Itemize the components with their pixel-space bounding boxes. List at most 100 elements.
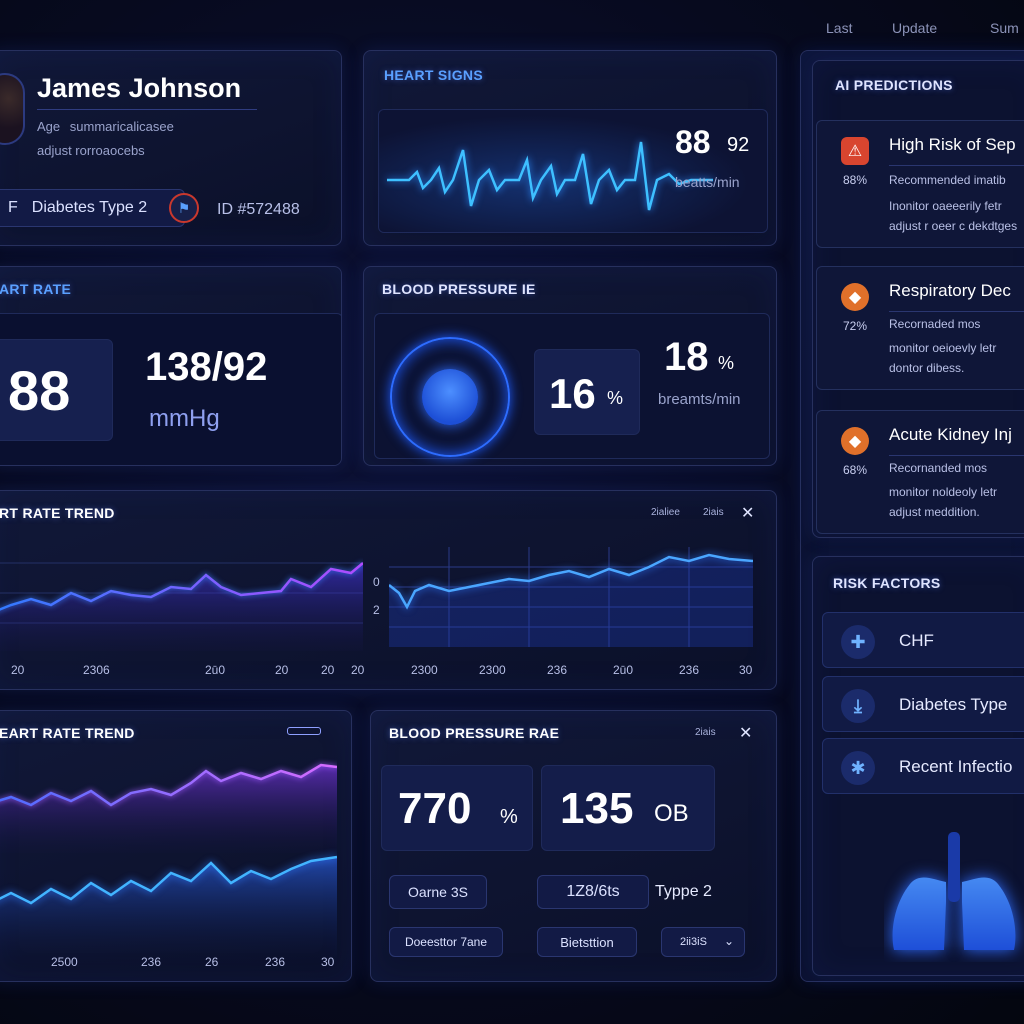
resp-unit: breamts/min <box>658 391 741 408</box>
close-icon[interactable]: ✕ <box>739 725 753 742</box>
prediction-line: Recommended imatib <box>889 173 1006 187</box>
percent-value: 16 <box>549 370 596 417</box>
bp-rate-title: BLOOD PRESSURE RAE <box>389 725 560 741</box>
axis-label: 2500 <box>51 955 78 969</box>
heart-rate-panel: ART RATE 88 138/92 mmHg <box>0 266 342 466</box>
rate-trend-panel: RT RATE TREND 2ialiee 2iais ✕ 20 2306 2ū… <box>0 490 777 690</box>
ecg-waveform <box>387 141 713 211</box>
axis-tick: 0 <box>373 575 380 589</box>
prediction-line: adjust r oeer c dekdtges <box>889 219 1018 233</box>
percent-box: 16 % <box>534 349 640 435</box>
lungs-icon <box>892 832 1016 950</box>
expand-icon[interactable] <box>287 727 321 735</box>
stat1-value: 770 <box>398 784 472 833</box>
prediction-line: monitor oeioevly letr <box>889 341 997 355</box>
axis-tick: 2 <box>373 603 380 617</box>
axis-label: 26 <box>205 955 219 969</box>
right-trend-chart <box>389 547 753 647</box>
heart-signs-panel: HEART SIGNS 88 92 beatts/min <box>363 50 777 246</box>
dropdown-label: 2ii3iS <box>680 936 707 948</box>
rate-trend-title: RT RATE TREND <box>0 505 115 521</box>
stat1-box: 770 % <box>381 765 533 851</box>
ecg-box: 88 92 beatts/min <box>378 109 768 233</box>
trend-control-2[interactable]: 2iais <box>703 507 724 518</box>
dual-trend-chart <box>0 763 337 963</box>
risk-factor-item[interactable]: ✱ Recent Infectio <box>822 738 1024 794</box>
top-link-update[interactable]: Update <box>892 20 938 36</box>
close-icon[interactable]: ✕ <box>741 505 755 522</box>
patient-card: James Johnson Age summaricalicasee adjus… <box>0 50 342 246</box>
prediction-percent: 72% <box>843 319 868 333</box>
lung-gauge-icon <box>390 337 510 457</box>
chip-2[interactable]: 1Z8/6ts <box>537 875 649 909</box>
prediction-card[interactable]: ⚠ High Risk of Sep 88% Recommended imati… <box>816 120 1024 248</box>
adjust-line: adjust rorroaocebs <box>37 143 145 158</box>
axis-label: 2300 <box>411 663 438 677</box>
heart-figure-icon: ✚ <box>841 625 875 659</box>
axis-label: 20 <box>275 663 289 677</box>
bp-unit: mmHg <box>149 405 220 432</box>
axis-label: 30 <box>321 955 335 969</box>
risk-factor-item[interactable]: ⤓ Diabetes Type <box>822 676 1024 732</box>
risk-factor-label: CHF <box>899 631 934 650</box>
condition-label: Diabetes Type 2 <box>31 199 148 216</box>
stat1-unit: % <box>500 806 518 828</box>
heart-rate-trend-panel: EART RATE TREND 2500 236 26 236 30 <box>0 710 352 982</box>
heart-rate-value: 88 <box>8 359 71 422</box>
axis-label: 236 <box>141 955 162 969</box>
risk-factors-title: RISK FACTORS <box>833 575 941 591</box>
divider <box>889 455 1024 456</box>
age-label: Age <box>37 119 61 134</box>
bp-rate-panel: BLOOD PRESSURE RAE 2iais ✕ 770 % 135 OB … <box>370 710 777 982</box>
top-link-last[interactable]: Last <box>826 20 853 36</box>
condition-chip[interactable]: F Diabetes Type 2 <box>0 189 185 227</box>
age-value: summaricalicasee <box>69 119 174 134</box>
axis-label: 20 <box>351 663 365 677</box>
axis-label: 2ū0 <box>613 663 634 677</box>
dropdown[interactable]: 2ii3iS ⌄ <box>661 927 745 957</box>
divider <box>37 109 257 110</box>
prediction-line: Recornanded mos <box>889 461 988 475</box>
condition-prefix: F <box>8 199 18 216</box>
blood-pressure-title: BLOOD PRESSURE IE <box>382 281 536 297</box>
prediction-card[interactable]: ◆ Respiratory Dec 72% Recornaded mos mon… <box>816 266 1024 390</box>
avatar <box>0 73 25 145</box>
prediction-line: Recornaded mos <box>889 317 981 331</box>
divider <box>889 165 1024 166</box>
heart-rate-value-box: 88 <box>0 339 113 441</box>
divider <box>889 311 1024 312</box>
chip-4[interactable]: Bietsttion <box>537 927 637 957</box>
bp-rate-control[interactable]: 2iais <box>695 727 716 738</box>
axis-label: 20 <box>11 663 25 677</box>
prediction-title: High Risk of Sep <box>889 135 1016 154</box>
axis-label: 236 <box>265 955 286 969</box>
alert-icon[interactable]: ⚑ <box>169 193 199 223</box>
warning-icon: ◆ <box>841 283 869 311</box>
heart-signs-value2: 92 <box>727 134 750 156</box>
risk-factor-label: Recent Infectio <box>899 757 1013 776</box>
age-line: Age summaricalicasee <box>37 119 174 134</box>
pin-icon: ✱ <box>841 751 875 785</box>
risk-factor-item[interactable]: ✚ CHF <box>822 612 1024 668</box>
prediction-percent: 68% <box>843 463 868 477</box>
heart-rate-trend-title: EART RATE TREND <box>0 725 135 741</box>
axis-label: 20 <box>321 663 335 677</box>
patient-name: James Johnson <box>37 73 242 103</box>
percent-unit: % <box>607 388 624 408</box>
stat2-unit: OB <box>654 800 689 827</box>
prediction-line: monitor noldeoly letr <box>889 485 998 499</box>
resp-value: 18 <box>664 335 709 379</box>
chip-3[interactable]: Doeesttor 7ane <box>389 927 503 957</box>
axis-label: 2ū0 <box>205 663 226 677</box>
top-link-summary[interactable]: Sum <box>990 20 1019 36</box>
prediction-card[interactable]: ◆ Acute Kidney Inj 68% Recornanded mos m… <box>816 410 1024 534</box>
ai-predictions-title: AI PREDICTIONS <box>835 77 953 93</box>
chip-1[interactable]: Oarne 3S <box>389 875 487 909</box>
axis-label: 236 <box>547 663 568 677</box>
trend-control-1[interactable]: 2ialiee <box>651 507 680 518</box>
chevron-down-icon: ⌄ <box>723 934 734 948</box>
prediction-percent: 88% <box>843 173 868 187</box>
axis-label: 236 <box>679 663 700 677</box>
risk-factor-label: Diabetes Type <box>899 695 1008 714</box>
prediction-line: dontor dibess. <box>889 361 965 375</box>
